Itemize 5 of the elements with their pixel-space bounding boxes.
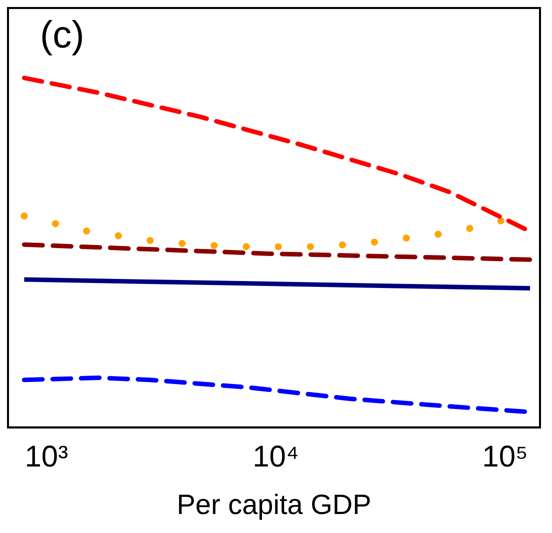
x-tick-label: 10⁵ (482, 440, 528, 474)
x-tick-label: 10³ (24, 440, 68, 474)
x-tick-label: 10⁴ (252, 440, 299, 474)
x-axis-title: Per capita GDP (176, 488, 372, 520)
chart-title: (c) (40, 14, 84, 56)
